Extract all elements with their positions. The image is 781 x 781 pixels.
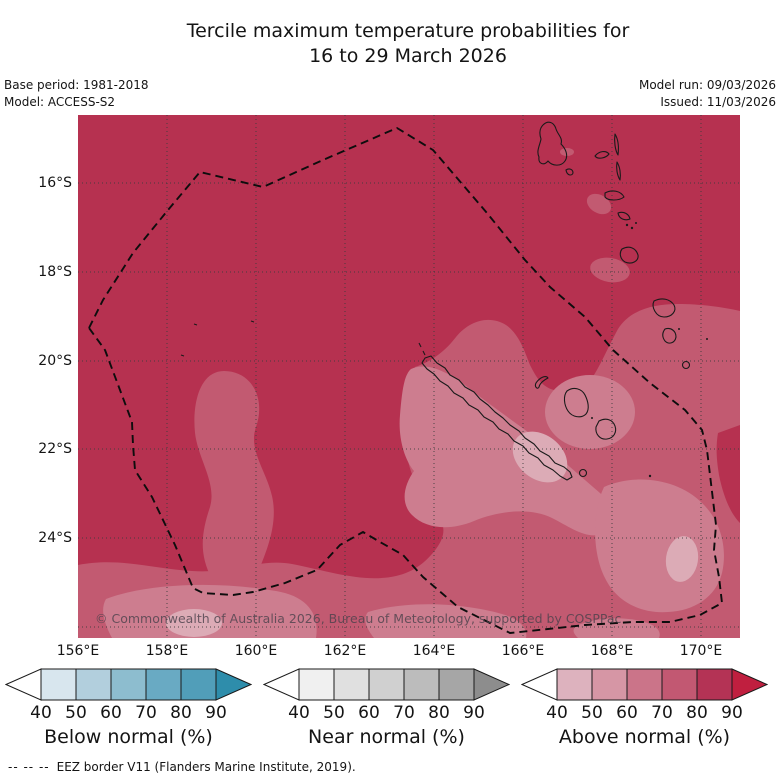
colorbar-graphic — [521, 668, 768, 701]
colorbar-above-normal: 40 50 60 70 80 90 Above normal (%) — [521, 668, 768, 748]
colorbar-near-normal: 40 50 60 70 80 90 Near normal (%) — [263, 668, 510, 748]
map-area: © Commonwealth of Australia 2026, Bureau… — [78, 115, 740, 638]
model-run-text: Model run: 09/03/2026 — [638, 78, 776, 92]
pentecost-coast — [616, 161, 621, 181]
belep-islands — [418, 342, 426, 356]
figure-title-line1: Tercile maximum temperature probabilitie… — [186, 20, 630, 42]
eez-footnote: -- -- -- EEZ border V11 (Flanders Marine … — [8, 760, 356, 774]
model-text: Model: ACCESS-S2 — [4, 95, 116, 109]
eez-footnote-text: EEZ border V11 (Flanders Marine Institut… — [56, 760, 356, 774]
aneityum-coast — [681, 360, 691, 370]
shepherd-islands — [625, 223, 629, 227]
colorbar-tick-label: 70 — [135, 703, 157, 723]
coastlines — [180, 121, 708, 481]
tanna-coast — [662, 327, 677, 344]
shepherd-islands — [630, 226, 634, 230]
colorbar-tick-label: 70 — [393, 703, 415, 723]
colorbar-tick-label: 80 — [428, 703, 450, 723]
lon-tick-label: 166°E — [501, 643, 545, 659]
lat-tick-label: 24°S — [38, 530, 72, 546]
colorbar-graphic — [263, 668, 510, 701]
lat-tick-label: 22°S — [38, 441, 72, 457]
colorbar-tick-label: 60 — [358, 703, 380, 723]
chesterfield-reefs — [180, 320, 255, 357]
base-period-text: Base period: 1981-2018 — [4, 78, 149, 92]
lat-tick-label: 18°S — [38, 264, 72, 280]
colorbar-tick-label: 80 — [686, 703, 708, 723]
figure-title-line2: 16 to 29 March 2026 — [309, 45, 507, 67]
probability-map — [78, 115, 740, 638]
walpole-island — [648, 474, 652, 478]
lon-tick-label: 160°E — [234, 643, 278, 659]
lon-tick-label: 162°E — [323, 643, 367, 659]
colorbar-tick-label: 50 — [323, 703, 345, 723]
copyright-text: © Commonwealth of Australia 2026, Bureau… — [95, 611, 622, 626]
mare-coast — [595, 418, 617, 440]
lon-tick-label: 158°E — [145, 643, 189, 659]
ambrym-coast — [604, 190, 625, 201]
lifou-coast — [563, 387, 589, 418]
colorbar-title: Below normal (%) — [44, 726, 213, 748]
lon-tick-label: 164°E — [412, 643, 456, 659]
colorbar-tick-label: 70 — [651, 703, 673, 723]
small-island-dot — [706, 338, 708, 340]
maewo-coast — [614, 133, 619, 156]
grande-terre-coast — [421, 355, 573, 481]
lon-tick-label: 168°E — [590, 643, 634, 659]
colorbar-tick-label: 90 — [463, 703, 485, 723]
colorbar-tick-label: 40 — [288, 703, 310, 723]
ouvea-coast — [534, 376, 549, 389]
colorbar-tick-label: 60 — [100, 703, 122, 723]
isle-of-pines-coast — [578, 468, 588, 478]
eez-border — [88, 127, 723, 634]
efate-coast — [619, 246, 639, 264]
small-island-dot — [678, 328, 680, 330]
malo-island — [565, 168, 574, 176]
colorbar-tick-label: 40 — [546, 703, 568, 723]
erromango-coast — [652, 298, 676, 318]
lon-tick-label: 170°E — [679, 643, 723, 659]
lat-tick-label: 20°S — [38, 353, 72, 369]
ambae-coast — [594, 151, 610, 159]
colorbar-tick-label: 60 — [616, 703, 638, 723]
colorbar-tick-label: 40 — [30, 703, 52, 723]
contour-region-60-70 — [103, 366, 724, 638]
colorbar-tick-label: 90 — [721, 703, 743, 723]
espiritu-santo-coast — [537, 121, 568, 166]
contour-region-50-60 — [166, 431, 699, 637]
issued-text: Issued: 11/03/2026 — [660, 95, 776, 109]
lat-tick-label: 16°S — [38, 175, 72, 191]
colorbar-graphic — [5, 668, 252, 701]
colorbar-title: Near normal (%) — [308, 726, 465, 748]
lon-tick-label: 156°E — [56, 643, 100, 659]
colorbar-title: Above normal (%) — [558, 726, 731, 748]
tiga-island — [591, 417, 593, 419]
shepherd-islands — [635, 222, 637, 224]
eez-dash-sample: -- -- -- — [8, 760, 50, 774]
colorbar-tick-label: 50 — [65, 703, 87, 723]
epi-coast — [617, 211, 631, 221]
colorbar-below-normal: 40 50 60 70 80 90 Below normal (%) — [5, 668, 252, 748]
contour-region-70-80 — [78, 148, 740, 638]
colorbar-tick-label: 90 — [205, 703, 227, 723]
colorbar-tick-label: 80 — [170, 703, 192, 723]
colorbar-tick-label: 50 — [581, 703, 603, 723]
